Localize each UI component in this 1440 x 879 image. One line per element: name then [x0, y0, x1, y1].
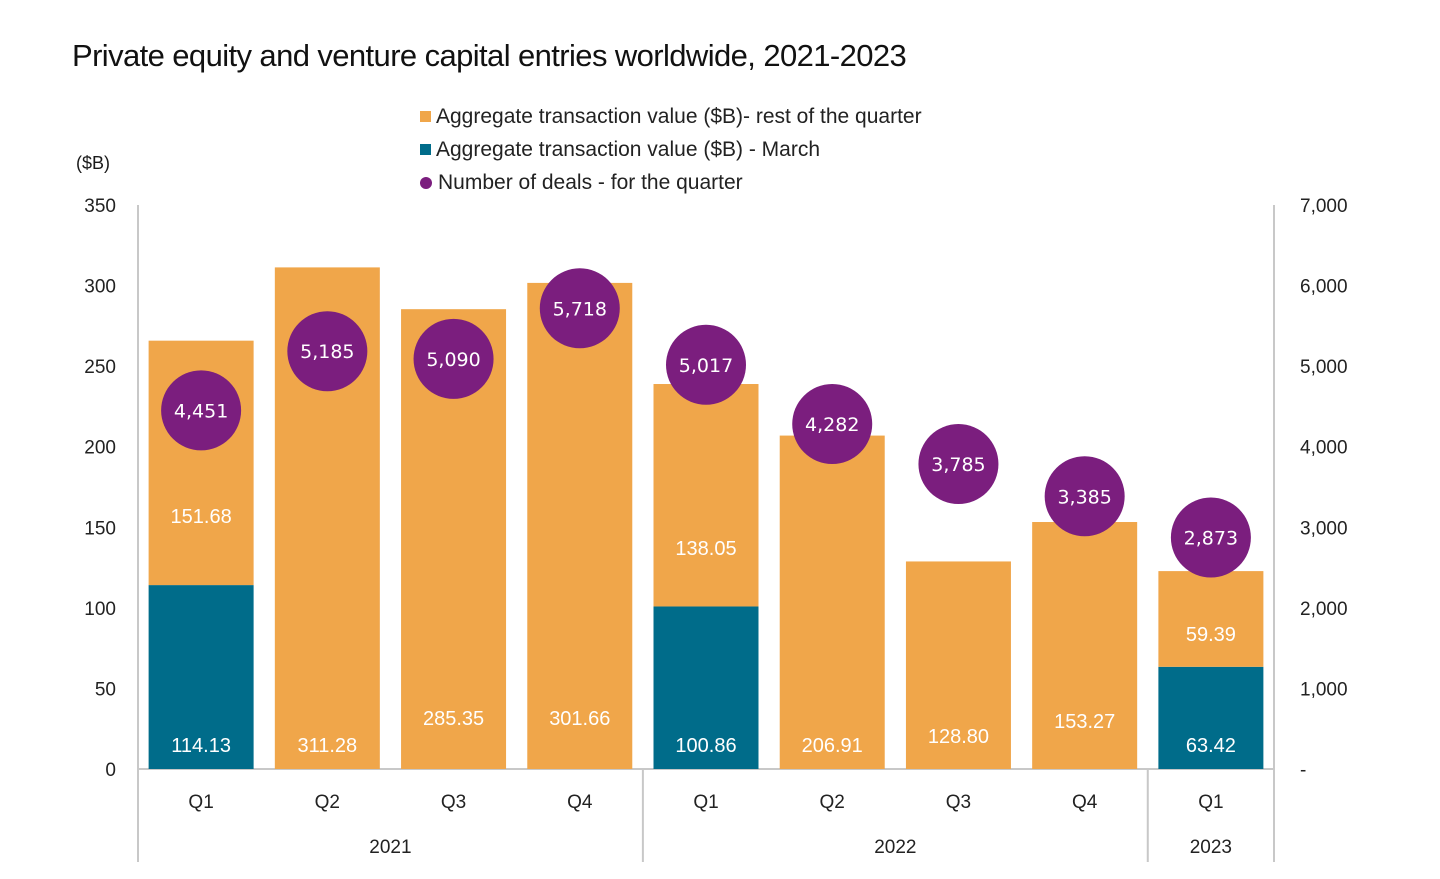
bar-rest-of-quarter: [1032, 522, 1138, 769]
bar-label-rest: 128.80: [928, 726, 989, 748]
bar-rest-of-quarter: [905, 561, 1011, 769]
legend-label: Aggregate transaction value ($B) - March: [436, 137, 821, 161]
y-tick-label-left: 150: [84, 518, 116, 539]
bar-march: [653, 606, 759, 769]
y-tick-label-left: 250: [84, 357, 116, 378]
legend-item-march: Aggregate transaction value ($B) - March: [420, 133, 922, 166]
y-tick-label-right: -: [1300, 760, 1306, 781]
bar-label-rest: 59.39: [1186, 624, 1236, 646]
y-tick-label-right: 7,000: [1300, 196, 1348, 217]
deal-count-dot: [918, 424, 999, 505]
chart-title: Private equity and venture capital entri…: [72, 38, 907, 73]
deal-count-dot: [413, 318, 494, 399]
deal-count-label: 5,090: [426, 349, 480, 371]
bar-label-rest: 153.27: [1054, 711, 1115, 733]
bar-label-rest: 206.91: [802, 735, 863, 757]
legend-item-deals: Number of deals - for the quarter: [420, 166, 922, 199]
bar-label-rest: 285.35: [423, 708, 484, 730]
y-axis-unit-label: ($B): [76, 153, 111, 173]
legend-item-rest-of-quarter: Aggregate transaction value ($B)- rest o…: [420, 100, 922, 133]
bar-label-rest: 301.66: [549, 708, 610, 730]
deal-count-label: 3,385: [1057, 486, 1111, 508]
x-tick-label-quarter: Q1: [188, 792, 213, 813]
bar-label-march: 100.86: [675, 735, 736, 757]
y-tick-label-right: 4,000: [1300, 438, 1348, 459]
bar-label-rest: 138.05: [675, 538, 736, 560]
y-tick-label-right: 1,000: [1300, 679, 1348, 700]
y-tick-label-left: 100: [84, 599, 116, 620]
x-tick-label-quarter: Q2: [820, 792, 845, 813]
bar-label-march: 63.42: [1186, 735, 1236, 757]
y-tick-label-right: 3,000: [1300, 518, 1348, 539]
deal-count-dot: [1170, 497, 1251, 578]
x-tick-label-quarter: Q2: [315, 792, 340, 813]
x-tick-label-quarter: Q1: [1198, 792, 1223, 813]
x-group-label-year: 2021: [369, 837, 411, 858]
bar-label-rest: 311.28: [297, 735, 357, 757]
deal-count-label: 4,282: [805, 414, 859, 436]
legend: Aggregate transaction value ($B)- rest o…: [420, 100, 922, 199]
y-tick-label-right: 2,000: [1300, 599, 1348, 620]
x-tick-label-quarter: Q3: [946, 792, 971, 813]
y-tick-label-right: 6,000: [1300, 277, 1348, 298]
bar-march: [148, 585, 254, 769]
y-tick-label-left: 0: [105, 760, 116, 781]
bar-label-rest: 151.68: [171, 506, 232, 528]
bar-rest-of-quarter: [653, 384, 759, 607]
bar-rest-of-quarter: [779, 435, 885, 769]
y-tick-label-left: 50: [95, 679, 116, 700]
deal-count-label: 5,017: [679, 355, 733, 377]
bar-march: [1158, 666, 1264, 769]
legend-label: Number of deals - for the quarter: [438, 170, 743, 194]
deal-count-label: 4,451: [174, 400, 228, 422]
x-group-label-year: 2023: [1190, 837, 1232, 858]
legend-swatch-teal: [420, 144, 431, 155]
y-tick-label-left: 300: [84, 277, 116, 298]
y-tick-label-left: 350: [84, 196, 116, 217]
deal-count-dot: [539, 268, 620, 349]
x-tick-label-quarter: Q3: [441, 792, 466, 813]
x-tick-label-quarter: Q1: [693, 792, 718, 813]
deal-count-dot: [161, 370, 242, 451]
legend-label: Aggregate transaction value ($B)- rest o…: [436, 104, 922, 128]
deal-count-label: 5,718: [553, 298, 607, 320]
deal-count-label: 5,185: [300, 341, 354, 363]
deal-count-dot: [1044, 456, 1125, 537]
x-tick-label-quarter: Q4: [1072, 792, 1098, 813]
bar-rest-of-quarter: [527, 282, 633, 769]
legend-swatch-orange: [420, 111, 431, 122]
deal-count-dot: [287, 311, 368, 392]
deal-count-dot: [792, 383, 873, 464]
deal-count-label: 2,873: [1184, 528, 1238, 550]
bar-label-march: 114.13: [171, 735, 231, 757]
x-group-label-year: 2022: [874, 837, 916, 858]
x-tick-label-quarter: Q4: [567, 792, 593, 813]
y-tick-label-right: 5,000: [1300, 357, 1348, 378]
deal-count-dot: [666, 324, 746, 405]
legend-swatch-purple-dot: [420, 176, 432, 189]
bar-rest-of-quarter: [1158, 571, 1264, 667]
deal-count-label: 3,785: [931, 454, 985, 476]
y-tick-label-left: 200: [84, 438, 116, 459]
